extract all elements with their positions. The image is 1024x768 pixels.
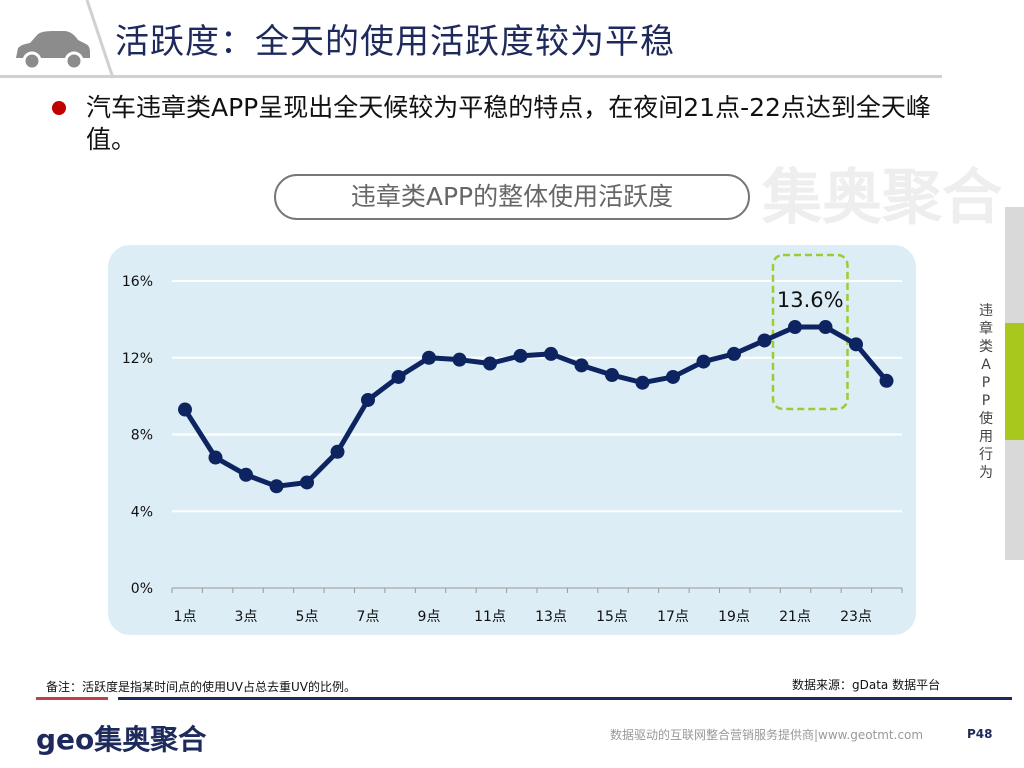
highlight-box [771, 253, 849, 411]
chart-background [108, 245, 916, 635]
page-title: 活跃度：全天的使用活跃度较为平稳 [115, 22, 675, 62]
data-point [788, 320, 802, 335]
car-icon [16, 31, 90, 71]
data-point [330, 444, 345, 459]
data-point [513, 348, 528, 363]
x-tick-label: 9点 [418, 609, 441, 625]
x-tick-label: 23点 [840, 609, 872, 625]
data-point [483, 356, 497, 371]
footer-blue-line [118, 697, 1012, 700]
data-point [300, 475, 314, 490]
data-point [605, 368, 619, 383]
y-tick-label: 0% [131, 581, 153, 597]
x-tick-label: 5点 [296, 609, 319, 625]
title-divider [85, 0, 115, 79]
chart-subtitle: 违章类APP的整体使用活跃度 [274, 174, 750, 220]
bullet-text: 汽车违章类APP呈现出全天候较为平稳的特点，在夜间21点-22点达到全天峰值。 [86, 93, 931, 154]
data-point [666, 369, 680, 384]
data-point [574, 358, 589, 373]
y-tick-label: 12% [122, 351, 153, 367]
x-tick-label: 3点 [235, 609, 258, 625]
data-point [879, 373, 894, 388]
y-tick-label: 4% [131, 504, 153, 520]
x-tick-label: 13点 [535, 609, 567, 625]
data-point [269, 479, 284, 494]
x-tick-label: 1点 [174, 609, 197, 625]
data-point [391, 369, 406, 384]
peak-label: 13.6% [777, 288, 844, 312]
data-point [208, 450, 223, 465]
footer-red-line [36, 697, 108, 700]
page-number: P48 [967, 727, 993, 741]
side-label: 违章类APP使用行为 [979, 303, 993, 481]
data-point [178, 402, 192, 417]
series-line [182, 324, 889, 489]
watermark: 集奥聚合 [762, 163, 1002, 233]
data-point [818, 320, 833, 335]
x-tick-label: 11点 [474, 609, 506, 625]
x-tick-label: 21点 [779, 609, 811, 625]
x-tick-label: 7点 [357, 609, 380, 625]
y-tick-label: 16% [122, 274, 153, 290]
data-point [239, 467, 253, 482]
data-point [635, 375, 650, 390]
logo: geo集奥聚合 [36, 723, 207, 756]
y-tick-label: 8% [131, 428, 153, 444]
title-underline [0, 75, 942, 78]
slogan: 数据驱动的互联网整合营销服务提供商|www.geotmt.com [610, 728, 924, 742]
bullet-dot [52, 101, 66, 115]
data-point [544, 346, 558, 361]
x-tick-label: 17点 [657, 609, 689, 625]
x-tick-label: 15点 [596, 609, 628, 625]
data-point [452, 352, 467, 367]
data-point [849, 337, 863, 352]
data-point [757, 333, 772, 348]
data-source: 数据来源：gData 数据平台 [792, 678, 941, 692]
data-point [361, 392, 375, 407]
data-point [696, 354, 711, 369]
data-point [727, 346, 741, 361]
data-point [422, 350, 436, 365]
footnote: 备注：活跃度是指某时间点的使用UV占总去重UV的比例。 [46, 680, 356, 694]
x-tick-label: 19点 [718, 609, 750, 625]
side-tab-active [1005, 323, 1024, 440]
